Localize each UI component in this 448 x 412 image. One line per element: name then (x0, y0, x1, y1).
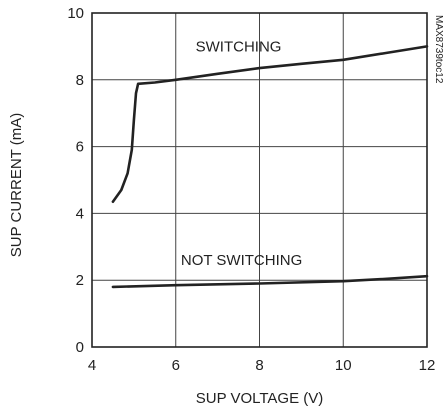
series-line-switching (111, 45, 429, 203)
y-tick-label-10: 10 (67, 5, 84, 22)
annotation-not-switching: NOT SWITCHING (181, 252, 302, 269)
x-tick-label-12: 12 (419, 357, 436, 374)
grid-lines (92, 13, 427, 347)
series-layer (111, 45, 429, 289)
x-tick-label-10: 10 (335, 357, 352, 374)
x-tick-label-4: 4 (88, 357, 96, 374)
series-line-not-switching (111, 274, 429, 289)
y-tick-label-8: 8 (76, 72, 84, 89)
plot-frame (91, 12, 428, 348)
y-axis-label: SUP CURRENT (mA) (8, 113, 25, 257)
y-tick-label-4: 4 (76, 205, 84, 222)
x-axis-label: SUP VOLTAGE (V) (196, 390, 324, 407)
x-tick-label-6: 6 (172, 357, 180, 374)
tick-labels: 4 6 8 10 12 0 2 4 6 8 10 (67, 5, 435, 374)
annotation-switching: SWITCHING (196, 38, 282, 55)
y-tick-label-2: 2 (76, 272, 84, 289)
y-tick-label-6: 6 (76, 139, 84, 156)
y-tick-label-0: 0 (76, 339, 84, 356)
x-tick-label-8: 8 (255, 357, 263, 374)
figure-code-label: MAX8739toc12 (433, 15, 444, 84)
